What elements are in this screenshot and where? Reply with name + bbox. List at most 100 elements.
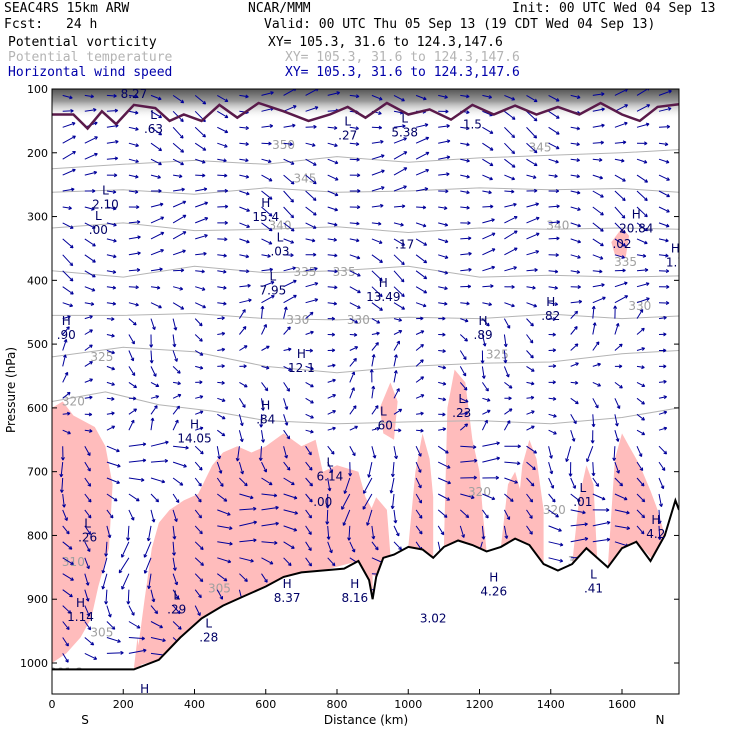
wind-vector	[658, 364, 667, 369]
wind-vector	[261, 267, 273, 272]
low-marker: L	[327, 456, 334, 470]
high-marker: H	[671, 241, 680, 255]
wind-vector	[636, 253, 647, 258]
wind-vector	[349, 94, 360, 99]
wind-vector	[482, 318, 490, 327]
wind-vector	[371, 302, 383, 311]
wind-vector	[128, 621, 141, 629]
wind-vector	[128, 110, 139, 115]
wind-vector	[504, 302, 515, 308]
wind-vector	[658, 107, 672, 112]
wind-vector	[371, 139, 384, 144]
wind-vector	[636, 327, 645, 335]
wind-vector	[128, 285, 139, 290]
wind-vector	[570, 493, 581, 502]
field-xy-wind: XY= 105.3, 31.6 to 124.3,147.6	[285, 65, 520, 80]
wind-vector	[570, 537, 589, 543]
pv-region	[607, 433, 665, 568]
wind-vector	[194, 302, 207, 309]
wind-vector	[128, 458, 147, 463]
wind-vector	[84, 589, 90, 602]
wind-vector	[172, 334, 177, 348]
wind-vector	[327, 91, 341, 96]
wind-vector	[504, 493, 514, 502]
field-xy-theta: XY= 105.3, 31.6 to 124.3,147.6	[285, 50, 520, 65]
wind-vector	[172, 605, 181, 615]
high-marker: H	[261, 398, 270, 412]
wind-vector	[636, 347, 646, 351]
wind-vector	[194, 525, 203, 535]
wind-vector	[84, 329, 93, 335]
wind-vector	[393, 388, 400, 399]
wind-vector	[570, 522, 588, 527]
wind-vector	[482, 284, 494, 289]
low-marker: L	[458, 392, 465, 406]
wind-vector	[126, 525, 131, 541]
wind-vector	[62, 605, 72, 614]
wind-vector	[570, 326, 578, 335]
wind-vector	[636, 141, 648, 146]
wind-vector	[150, 158, 162, 166]
wind-vector	[592, 296, 606, 304]
wind-vector	[195, 286, 206, 291]
wind-vector	[438, 94, 448, 99]
wind-vector	[62, 429, 71, 435]
wind-vector	[172, 393, 182, 399]
theta-contour-label: 325	[90, 350, 113, 364]
wind-vector	[217, 204, 229, 209]
wind-vector	[526, 425, 535, 431]
wind-vector	[390, 462, 395, 478]
y-tick-label: 800	[27, 529, 48, 542]
wind-vector	[369, 369, 374, 383]
wind-vector	[393, 354, 398, 367]
wind-vector	[195, 201, 209, 208]
wind-vector	[503, 420, 511, 431]
wind-vector	[305, 557, 312, 567]
field-name-theta: Potential temperature	[8, 50, 173, 65]
x-tick-label: 600	[255, 698, 276, 711]
theta-contour-label: 335	[293, 265, 316, 279]
wind-vector	[84, 573, 90, 586]
wind-vector	[172, 249, 186, 256]
wind-vector	[636, 509, 646, 519]
wind-vector	[592, 238, 604, 247]
wind-vector	[416, 187, 429, 192]
wind-vector	[614, 104, 629, 112]
wind-vector	[84, 286, 96, 292]
wind-vector	[614, 174, 626, 182]
north-endpoint-label: N	[656, 713, 665, 727]
wind-vector	[106, 650, 124, 655]
wind-vector	[238, 398, 246, 408]
wind-vector	[217, 525, 233, 530]
wind-vector	[62, 302, 74, 308]
wind-vector	[235, 446, 240, 462]
wind-vector	[62, 94, 73, 100]
wind-vector	[62, 525, 70, 535]
wind-vector	[393, 370, 398, 383]
high-marker: H	[190, 417, 199, 431]
wind-vector	[613, 305, 618, 319]
wind-vector	[503, 334, 508, 348]
wind-vector	[84, 557, 90, 570]
wind-vector	[636, 445, 643, 458]
wind-vector	[548, 461, 554, 475]
wind-vector	[239, 238, 250, 244]
wind-vector	[238, 414, 244, 427]
wind-vector	[482, 232, 496, 240]
wind-vector	[658, 332, 667, 337]
wind-vector	[216, 446, 222, 460]
wind-vector	[367, 461, 373, 478]
wind-vector	[84, 315, 93, 320]
wind-vector	[305, 252, 317, 257]
wind-vector	[128, 220, 141, 225]
wind-vector	[415, 445, 422, 457]
marker-value: 7.95	[260, 283, 287, 297]
wind-vector	[349, 371, 356, 383]
wind-vector	[459, 509, 470, 519]
wind-vector	[261, 222, 273, 232]
wind-vector	[217, 347, 226, 352]
wind-vector	[150, 249, 164, 256]
wind-vector	[128, 302, 139, 307]
wind-vector	[437, 509, 448, 518]
wind-vector	[261, 505, 279, 511]
